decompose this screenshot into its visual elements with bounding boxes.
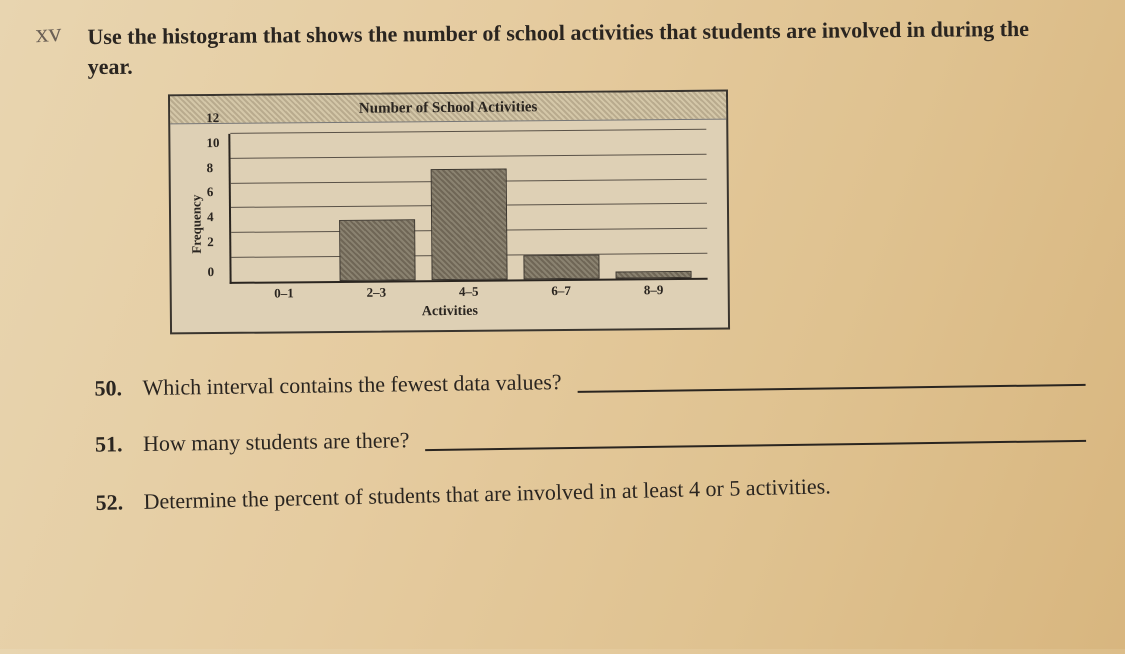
xcat-8-9: 8–9 — [607, 282, 700, 299]
ytick-0: 0 — [207, 264, 214, 280]
handwritten-mark: xv — [35, 18, 63, 50]
ytick-10: 10 — [206, 135, 219, 151]
ytick-2: 2 — [207, 234, 214, 250]
ytick-6: 6 — [207, 184, 214, 200]
x-categories: 0–1 2–3 4–5 6–7 8–9 — [230, 282, 708, 302]
question-51: 51. How many students are there? — [95, 416, 1086, 458]
bar-4-5 — [431, 169, 507, 281]
instruction-text: Use the histogram that shows the number … — [87, 13, 1082, 81]
ytick-8: 8 — [207, 160, 214, 176]
q51-blank[interactable] — [425, 420, 1086, 451]
ytick-4: 4 — [207, 209, 214, 225]
q52-number: 52. — [95, 490, 132, 517]
q50-blank[interactable] — [577, 364, 1085, 393]
xcat-6-7: 6–7 — [515, 283, 608, 300]
q50-text: Which interval contains the fewest data … — [142, 370, 561, 402]
bars-container — [230, 130, 707, 282]
q52-text: Determine the percent of students that a… — [143, 474, 831, 516]
xcat-4-5: 4–5 — [422, 284, 515, 301]
xcat-0-1: 0–1 — [238, 285, 331, 302]
question-50: 50. Which interval contains the fewest d… — [94, 360, 1085, 402]
bar-0-1 — [248, 281, 323, 282]
question-52: 52. Determine the percent of students th… — [95, 468, 1086, 516]
bar-8-9 — [616, 271, 691, 279]
histogram-figure: Number of School Activities Frequency 0 … — [168, 90, 730, 335]
q51-text: How many students are there? — [143, 428, 410, 458]
q50-number: 50. — [94, 376, 130, 403]
y-axis-label: Frequency — [188, 195, 205, 254]
bar-2-3 — [339, 219, 415, 281]
chart-plot-area: 0 2 4 6 8 10 12 — [228, 130, 707, 284]
xcat-2-3: 2–3 — [330, 285, 423, 302]
q51-number: 51. — [95, 432, 131, 459]
x-axis-label: Activities — [172, 302, 728, 323]
bar-6-7 — [524, 254, 600, 279]
ytick-12: 12 — [206, 110, 219, 126]
